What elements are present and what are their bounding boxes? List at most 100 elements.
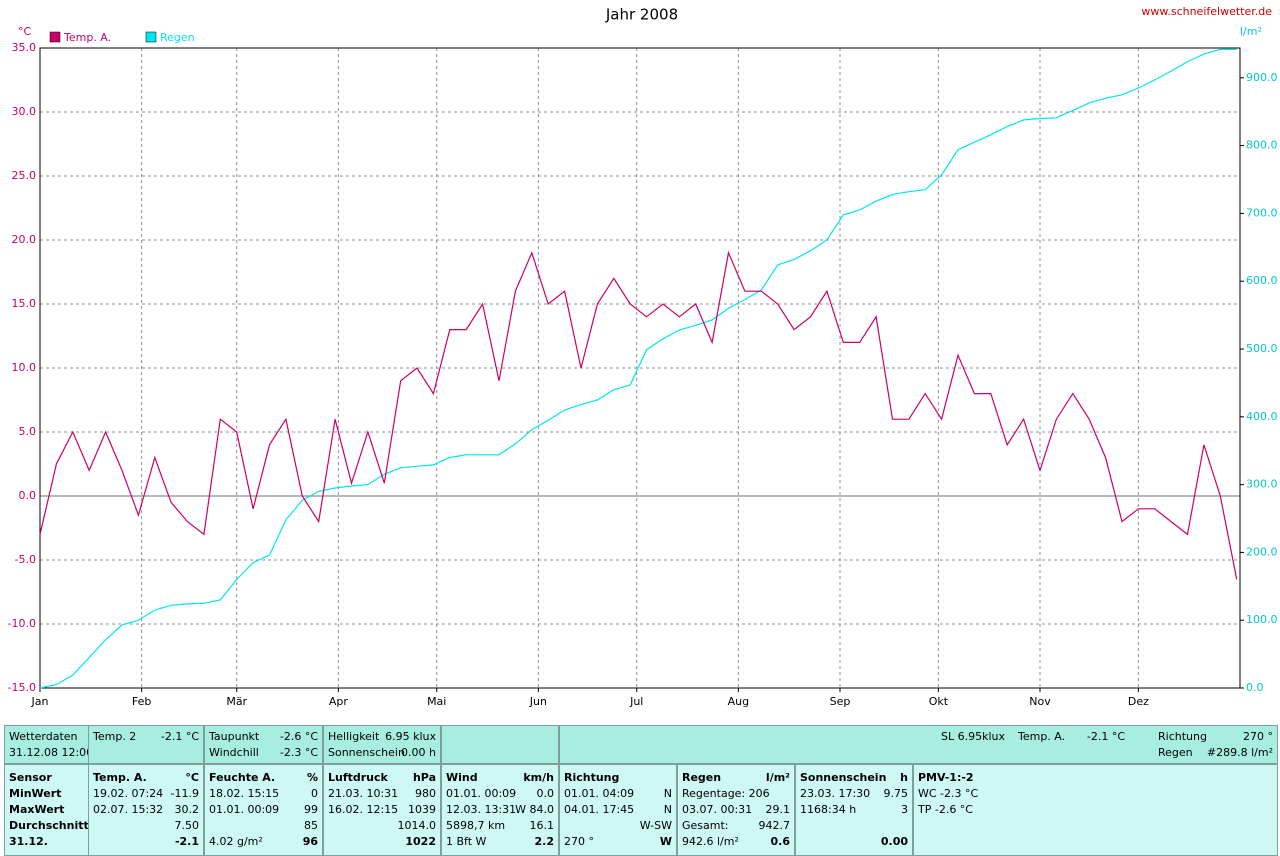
y2-tick-label: 100.0 — [1246, 613, 1278, 626]
cell-text: MinWert — [9, 787, 62, 800]
top-cell: SL 6.95klux Temp. A. -2.1 °C Richtung 270 ° R… — [559, 725, 1278, 764]
cell-text: 96 — [302, 835, 318, 848]
stats-cell: Richtung 01.01. 04:09 N 04.01. 17:45 N W-SW 27… — [559, 764, 677, 856]
x-tick-label: Jan — [31, 695, 49, 708]
series-line — [39, 48, 1237, 689]
cell-text: % — [306, 771, 318, 784]
stats-cell: PMV-1:-2 WC -2.3 °C TP -2.6 °C — [913, 764, 1278, 856]
cell-text: Richtung — [564, 771, 620, 784]
cell-text: Sensor — [9, 771, 52, 784]
x-tick-label: Sep — [830, 695, 851, 708]
cell-text: Wind — [446, 771, 478, 784]
y2-tick-label: 700.0 — [1246, 206, 1278, 219]
cell-text: 1 Bft W — [446, 835, 487, 848]
y-tick-label: -5.0 — [15, 553, 36, 566]
y-axis-label: °C — [18, 25, 32, 38]
cell-text: l/m² — [765, 771, 790, 784]
cell-text: 4.02 g/m² — [209, 835, 263, 848]
y2-tick-label: 200.0 — [1246, 545, 1278, 558]
cell-text: 2.2 — [534, 835, 555, 848]
y2-tick-label: 900.0 — [1246, 71, 1278, 84]
y2-tick-label: 500.0 — [1246, 342, 1278, 355]
y-tick-label: 20.0 — [12, 233, 37, 246]
cell-text: Regentage: 206 — [682, 787, 770, 800]
cell-text: -2.3 °C — [279, 746, 318, 759]
x-tick-label: Mai — [427, 695, 446, 708]
cell-text: 29.1 — [765, 803, 791, 816]
cell-text: -11.9 — [170, 787, 199, 800]
stats-cell: Regen l/m² Regentage: 206 03.07. 00:31 29.1 G… — [677, 764, 795, 856]
x-tick-label: Dez — [1128, 695, 1149, 708]
cell-text: 5898,7 km — [446, 819, 506, 832]
chart-title: Jahr 2008 — [605, 6, 678, 24]
cell-text: 19.02. 07:24 — [93, 787, 164, 800]
legend-label: Temp. A. — [63, 31, 111, 44]
data-panel: Wetterdaten 31.12.08 12:00 Temp. 2 -2.1 °C T… — [0, 722, 1280, 856]
cell-text: MaxWert — [9, 803, 65, 816]
cell-text: -2.6 °C — [279, 730, 318, 743]
cell-text: Richtung — [1158, 730, 1207, 743]
cell-text: Sonnenschein — [328, 746, 405, 759]
cell-text: 02.07. 15:32 — [93, 803, 164, 816]
cell-text: Taupunkt — [209, 730, 260, 743]
cell-text: 12.03. 13:31 — [446, 803, 517, 816]
x-tick-label: Apr — [329, 695, 349, 708]
cell-text: °C — [185, 771, 199, 784]
cell-text: Regen — [682, 771, 722, 784]
cell-text: 0.00 — [880, 835, 908, 848]
cell-text: -2.1 °C — [1086, 730, 1125, 743]
x-tick-label: Nov — [1029, 695, 1051, 708]
cell-text: 6.95 klux — [385, 730, 436, 743]
cell-text: Temp. 2 — [93, 730, 137, 743]
stats-cell: Sensor MinWert MaxWert Durchschnitt 31.12. — [4, 764, 90, 856]
y2-axis-label: l/m² — [1240, 25, 1262, 38]
cell-text: Wetterdaten — [9, 730, 78, 743]
y-tick-label: 0.0 — [19, 489, 37, 502]
cell-text: Temp. A. — [1018, 730, 1066, 743]
cell-text: N — [663, 803, 672, 816]
cell-text: 270 ° — [564, 835, 594, 848]
cell-text: 942.6 l/m² — [682, 835, 739, 848]
y-tick-label: 5.0 — [19, 425, 37, 438]
legend-swatch — [49, 31, 61, 43]
stats-cell: Luftdruck hPa 21.03. 10:31 980 16.02. 12:15 1… — [323, 764, 441, 856]
y-tick-label: -10.0 — [8, 617, 36, 630]
y2-tick-label: 0.0 — [1246, 681, 1264, 694]
x-tick-label: Aug — [728, 695, 749, 708]
cell-text: 99 — [304, 803, 318, 816]
cell-text: 16.1 — [529, 819, 555, 832]
cell-text: Temp. A. — [93, 771, 147, 784]
y2-tick-label: 600.0 — [1246, 274, 1278, 287]
cell-text: 18.02. 15:15 — [209, 787, 280, 800]
cell-text: 942.7 — [758, 819, 791, 832]
top-cell: Wetterdaten 31.12.08 12:00 — [4, 725, 93, 764]
top-cell: Helligkeit 6.95 klux Sonnenschein 0.00 h — [323, 725, 441, 764]
legend-label: Regen — [160, 31, 195, 44]
cell-text: WC -2.3 °C — [918, 787, 979, 800]
cell-text: 01.01. 00:09 — [209, 803, 280, 816]
x-tick-label: Jul — [629, 695, 643, 708]
cell-text: 270 ° — [1243, 730, 1273, 743]
y-tick-label: 15.0 — [12, 297, 37, 310]
cell-text: h — [900, 771, 908, 784]
cell-text: W 84.0 — [515, 803, 554, 816]
cell-text: 16.02. 12:15 — [328, 803, 399, 816]
stats-cell: Temp. A. °C 19.02. 07:24 -11.9 02.07. 15:32 3… — [88, 764, 204, 856]
cell-text: -2.1 — [174, 835, 199, 848]
cell-text: SL 6.95klux — [940, 730, 1005, 743]
cell-text: Regen — [1158, 746, 1193, 759]
source-label: www.schneifelwetter.de — [1141, 5, 1272, 18]
cell-text: TP -2.6 °C — [918, 803, 973, 816]
y2-tick-label: 300.0 — [1246, 478, 1278, 491]
cell-text: 1168:34 h — [800, 803, 857, 816]
cell-text: 980 — [415, 787, 436, 800]
cell-text: 3 — [901, 803, 908, 816]
cell-text: W-SW — [639, 819, 672, 832]
cell-text: 1022 — [405, 835, 436, 848]
cell-text: -2.1 °C — [160, 730, 199, 743]
cell-text: 03.07. 00:31 — [682, 803, 753, 816]
cell-text: 1014.0 — [397, 819, 437, 832]
cell-text: 0 — [311, 787, 318, 800]
stats-cell: Sonnenschein h 23.03. 17:30 9.75 1168:34 h 3 0… — [795, 764, 913, 856]
y-tick-label: 10.0 — [12, 361, 37, 374]
